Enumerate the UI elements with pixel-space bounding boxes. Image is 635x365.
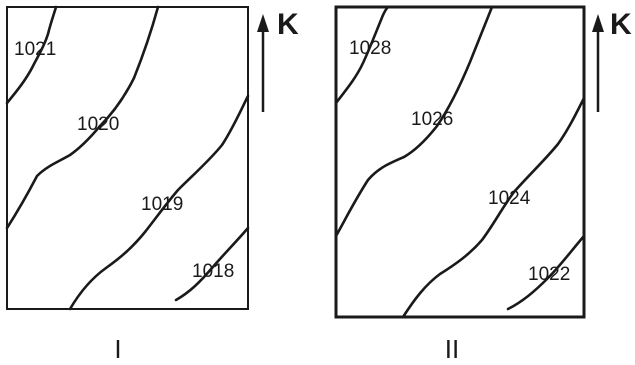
panel-1-frame	[6, 6, 249, 310]
panel-2-isobar-label-1024: 1024	[488, 188, 531, 209]
panel-2-frame	[334, 5, 586, 319]
panel-2-label: II	[445, 334, 459, 364]
panel-1-north-label: K	[277, 8, 299, 41]
panel-2-isobar-1026	[334, 5, 494, 238]
panel-1-isobar-label-1021: 1021	[14, 39, 56, 60]
panel-1: 1021 1020 1019 1018 K I	[5, 5, 299, 364]
panel-1-isobar-1019	[68, 94, 250, 311]
panel-2-north-arrow-head	[592, 14, 604, 32]
panel-2-isobar-1022	[506, 234, 586, 311]
panel-2-isobar-1024	[401, 96, 586, 319]
panel-1-north-arrow-head	[257, 14, 269, 32]
panel-2: 1028 1026 1024 1022 K II	[334, 5, 632, 364]
panel-2-isobar-label-1028: 1028	[349, 38, 391, 59]
panel-2-north-label: K	[610, 8, 632, 41]
panel-2-isobar-label-1026: 1026	[411, 109, 453, 130]
panel-1-isobar-1018	[174, 226, 250, 302]
panel-1-isobar-label-1020: 1020	[77, 114, 119, 135]
panel-2-isobar-1028	[334, 5, 390, 105]
panel-1-isobar-1020	[5, 5, 160, 230]
panel-1-isobar-label-1019: 1019	[141, 194, 183, 215]
panel-1-isobar-label-1018: 1018	[192, 261, 234, 282]
panel-1-label: I	[114, 334, 121, 364]
panel-1-isobar-1021	[5, 5, 58, 105]
panel-2-isobar-label-1022: 1022	[528, 264, 570, 285]
